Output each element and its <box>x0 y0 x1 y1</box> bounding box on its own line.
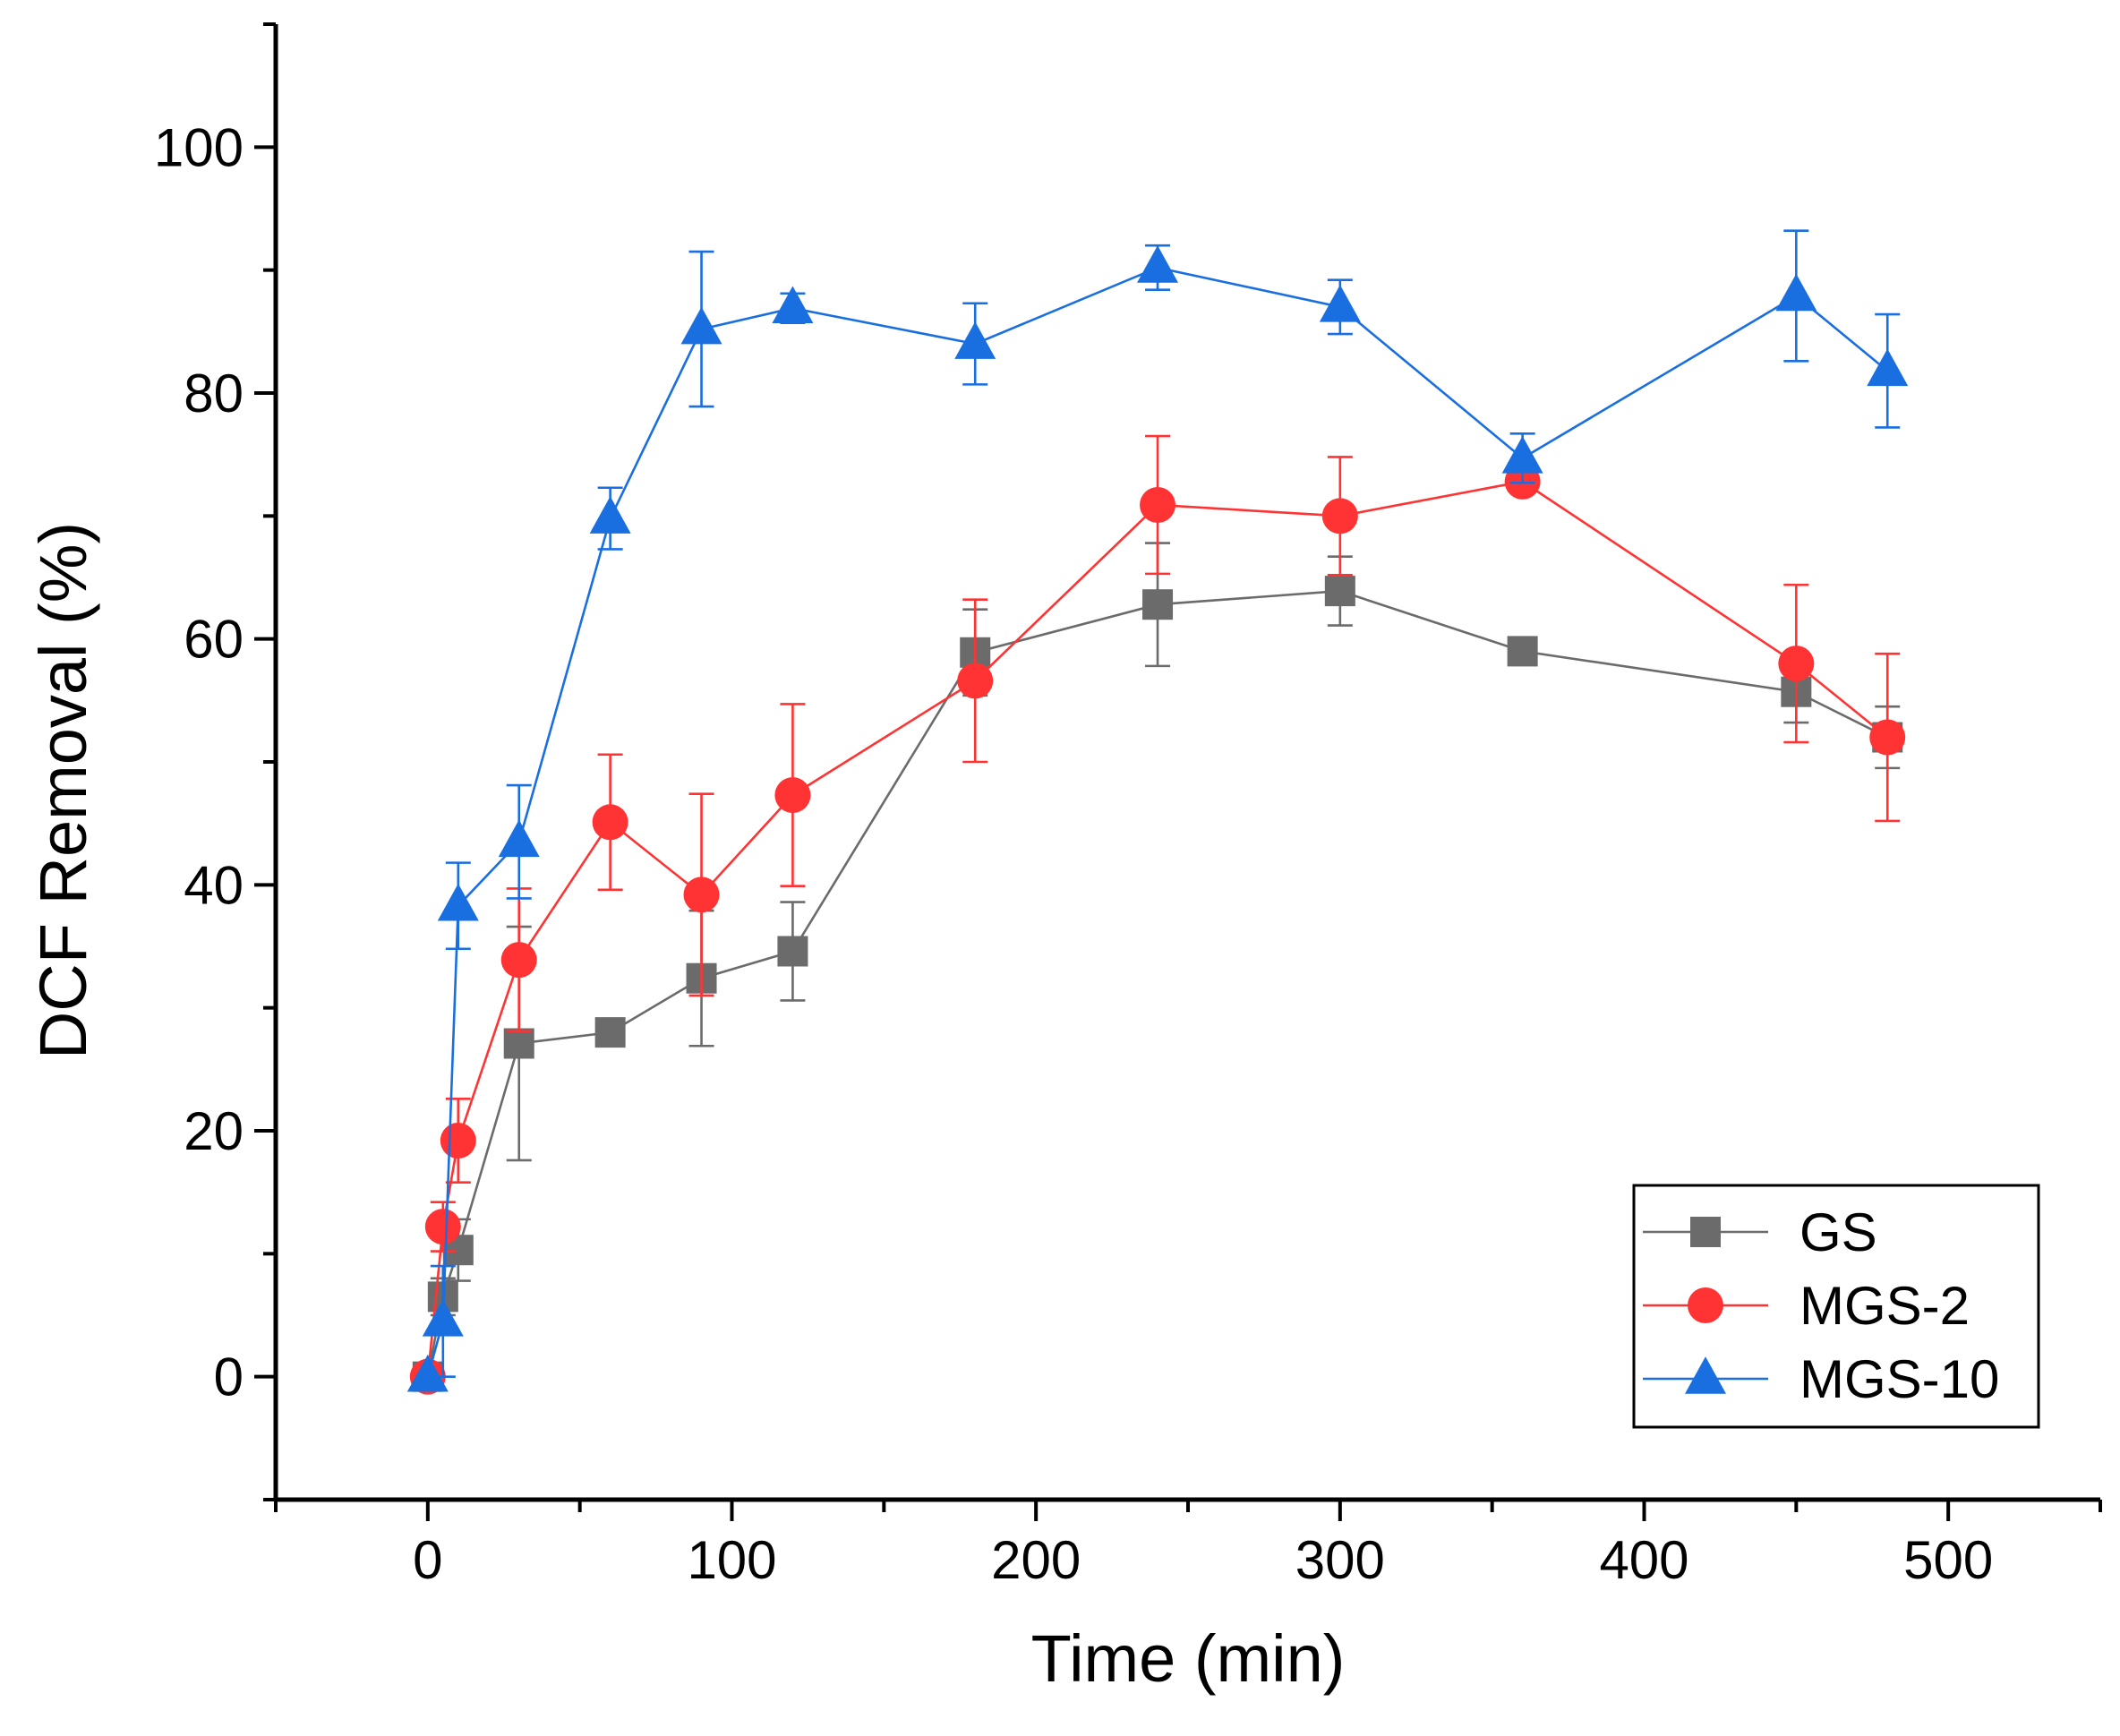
data-point-mgs-2 <box>424 1209 461 1245</box>
y-tick-label: 0 <box>214 1347 244 1407</box>
data-point-mgs-10 <box>1867 348 1909 387</box>
data-point-mgs-10 <box>1501 435 1543 474</box>
data-point-mgs-2 <box>440 1122 476 1159</box>
data-point-mgs-10 <box>1319 285 1361 322</box>
data-point-mgs-10 <box>498 819 540 858</box>
legend-marker-gs <box>1690 1217 1721 1247</box>
data-point-mgs-10 <box>680 306 722 345</box>
data-point-mgs-10 <box>1137 245 1179 283</box>
x-tick-label: 400 <box>1599 1530 1688 1590</box>
series-mgs-10 <box>406 229 1909 1392</box>
data-point-gs <box>1142 589 1174 620</box>
data-point-mgs-2 <box>1778 646 1815 682</box>
data-point-gs <box>777 936 808 967</box>
y-tick-label: 20 <box>184 1101 244 1161</box>
data-point-mgs-2 <box>957 663 994 699</box>
data-point-mgs-2 <box>500 942 537 979</box>
data-point-mgs-10 <box>406 1354 449 1392</box>
legend-label-gs: GS <box>1799 1202 1877 1262</box>
data-point-mgs-2 <box>1321 498 1358 534</box>
data-point-mgs-2 <box>1869 719 1906 756</box>
legend-label-mgs-2: MGS-2 <box>1799 1276 1970 1336</box>
axes: 0 20 40 60 80 100 0 100 200 300 400 500 <box>154 22 2102 1590</box>
data-point-mgs-10 <box>437 883 479 921</box>
data-point-gs <box>1324 576 1355 607</box>
legend: GS MGS-2 MGS-10 <box>1632 1184 2040 1429</box>
data-point-gs <box>594 1017 626 1048</box>
x-tick-label: 100 <box>687 1530 776 1590</box>
data-point-mgs-10 <box>422 1299 464 1337</box>
data-point-gs <box>503 1028 534 1059</box>
x-tick-label: 200 <box>991 1530 1081 1590</box>
data-point-mgs-10 <box>954 321 996 359</box>
data-point-mgs-10 <box>589 496 631 534</box>
x-tick-label: 0 <box>413 1530 442 1590</box>
legend-marker-mgs-2 <box>1688 1287 1723 1323</box>
y-axis-title: DCF Removal (%) <box>26 522 100 1059</box>
x-axis-title: Time (min) <box>1031 1621 1346 1696</box>
legend-marker-mgs-10 <box>1685 1356 1726 1394</box>
data-point-mgs-10 <box>772 286 814 324</box>
y-tick-label: 100 <box>154 117 244 177</box>
y-tick-label: 80 <box>184 363 244 423</box>
data-point-mgs-2 <box>683 877 720 913</box>
legend-label-mgs-10: MGS-10 <box>1799 1349 1999 1409</box>
data-point-mgs-2 <box>1140 486 1176 523</box>
data-point-mgs-10 <box>1775 273 1817 312</box>
x-tick-label: 300 <box>1295 1530 1385 1590</box>
data-point-mgs-2 <box>774 777 811 814</box>
x-tick-label: 500 <box>1903 1530 1993 1590</box>
series-layer <box>406 229 1909 1395</box>
y-tick-label: 60 <box>184 610 244 670</box>
y-tick-label: 40 <box>184 855 244 915</box>
data-point-mgs-2 <box>592 804 628 841</box>
data-point-gs <box>1507 636 1538 667</box>
